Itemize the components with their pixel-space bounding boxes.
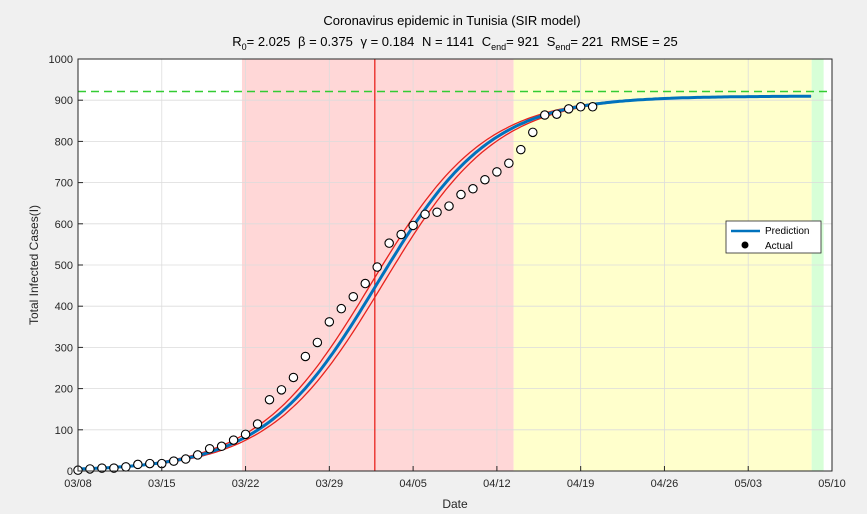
actual-point [240, 429, 251, 440]
x-tick-label: 04/26 [651, 478, 679, 490]
actual-point [372, 262, 382, 272]
r0-label: R [232, 34, 241, 49]
y-tick-label: 400 [55, 301, 73, 313]
s-end-label: S [547, 34, 556, 49]
actual-point [444, 201, 454, 211]
y-tick-label: 100 [55, 425, 73, 437]
actual-point [336, 303, 347, 314]
actual-point [540, 110, 550, 120]
r0-subscript: 0 [242, 42, 247, 52]
y-axis-label: Total Infected Cases(I) [27, 205, 41, 325]
actual-point [133, 459, 143, 470]
y-tick-label: 800 [55, 136, 73, 148]
actual-point [528, 127, 538, 138]
r0-value: = 2.025 [247, 34, 291, 49]
x-tick-label: 05/03 [734, 478, 762, 490]
y-tick-label: 0 [67, 466, 73, 478]
s-end-subscript: end [555, 42, 570, 52]
actual-point [563, 104, 574, 114]
y-tick-label: 600 [55, 219, 73, 231]
legend: Prediction Actual [725, 220, 822, 254]
y-tick-label: 900 [55, 95, 73, 107]
c-end-label: C [482, 34, 491, 49]
x-tick-label: 03/22 [232, 478, 260, 490]
actual-point [348, 291, 359, 302]
actual-point [587, 102, 598, 112]
y-tick-label: 200 [55, 384, 73, 396]
actual-point [109, 463, 119, 473]
x-tick-label: 03/15 [148, 478, 176, 490]
actual-point [252, 419, 263, 429]
actual-point [575, 102, 586, 112]
x-tick-label: 03/08 [64, 478, 92, 490]
actual-point [121, 462, 131, 472]
actual-point [360, 278, 370, 289]
actual-point [276, 385, 287, 395]
x-tick-label: 04/12 [483, 478, 511, 490]
legend-prediction-label: Prediction [765, 226, 809, 237]
y-tick-label: 700 [55, 178, 73, 190]
actual-point [384, 238, 394, 248]
actual-point [504, 158, 514, 168]
actual-point [456, 189, 466, 200]
x-tick-label: 03/29 [316, 478, 344, 490]
actual-markers [73, 102, 598, 475]
s-end-value: = 221 [570, 34, 603, 49]
actual-point [216, 441, 227, 452]
actual-point [480, 174, 490, 185]
actual-point [204, 444, 215, 454]
actual-point [228, 435, 239, 445]
chart-subtitle: R0= 2.025 β = 0.375 γ = 0.184 N = 1141 C… [232, 34, 678, 52]
y-tick-label: 500 [55, 260, 73, 272]
gamma-value: γ = 0.184 [360, 34, 414, 49]
c-end-value: = 921 [506, 34, 539, 49]
legend-actual-label: Actual [765, 241, 793, 252]
chart-title: Coronavirus epidemic in Tunisia (SIR mod… [323, 13, 580, 28]
actual-point [468, 184, 478, 194]
actual-point [288, 372, 299, 383]
actual-point [432, 207, 442, 218]
actual-point [312, 337, 323, 348]
actual-point [324, 317, 335, 327]
actual-point [396, 229, 406, 240]
actual-point [192, 450, 203, 460]
x-tick-label: 04/05 [399, 478, 427, 490]
legend-box [725, 220, 822, 254]
actual-point [516, 144, 526, 155]
beta-value: β = 0.375 [298, 34, 353, 49]
actual-point [97, 463, 107, 473]
c-end-subscript: end [491, 42, 506, 52]
actual-point [85, 464, 95, 474]
x-tick-label: 04/19 [567, 478, 595, 490]
actual-point [551, 109, 562, 119]
axis-ticks: 03/08 03/15 03/22 03/29 04/05 04/12 04/19 04/26… [49, 54, 846, 490]
actual-point [145, 458, 155, 469]
y-tick-label: 300 [55, 342, 73, 354]
legend-actual-swatch [741, 241, 749, 249]
actual-point [180, 454, 191, 464]
y-tick-label: 1000 [49, 54, 73, 66]
actual-point [408, 220, 418, 231]
actual-point [492, 167, 502, 177]
actual-point [168, 456, 179, 466]
x-axis-label: Date [442, 497, 468, 511]
actual-point [420, 209, 430, 220]
rmse-value: RMSE = 25 [611, 34, 678, 49]
actual-point [264, 394, 275, 405]
x-tick-label: 05/10 [818, 478, 846, 490]
n-value: N = 1141 [422, 34, 474, 49]
actual-point [300, 351, 311, 362]
